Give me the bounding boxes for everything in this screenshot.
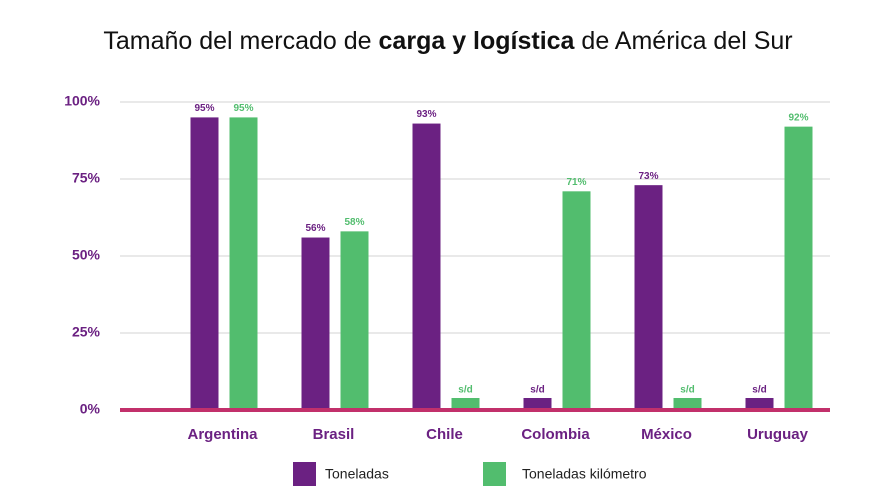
value-label: 93% xyxy=(416,109,436,120)
y-tick-label: 50% xyxy=(72,247,101,263)
x-tick-label: Brasil xyxy=(313,426,355,443)
x-tick-label: Uruguay xyxy=(747,426,809,443)
no-data-bar xyxy=(523,398,552,410)
x-tick-label: Argentina xyxy=(187,426,258,443)
no-data-bar xyxy=(451,398,480,410)
value-label: 56% xyxy=(305,223,325,234)
x-tick-label: México xyxy=(641,426,692,443)
y-tick-label: 100% xyxy=(64,93,100,109)
x-tick-label: Colombia xyxy=(521,426,590,443)
y-tick-label: 25% xyxy=(72,324,101,340)
bar xyxy=(562,191,591,410)
value-label: s/d xyxy=(680,385,694,396)
bar xyxy=(301,237,330,410)
value-label: s/d xyxy=(530,385,544,396)
value-label: 71% xyxy=(566,177,586,188)
bar xyxy=(412,123,441,410)
bar xyxy=(340,231,369,410)
value-label: 95% xyxy=(194,103,214,114)
x-tick-label: Chile xyxy=(426,426,463,443)
y-tick-label: 75% xyxy=(72,170,101,186)
title-part: carga y logística xyxy=(379,27,576,55)
bar xyxy=(229,117,258,411)
no-data-bar xyxy=(745,398,774,410)
bar xyxy=(634,185,663,410)
legend-label: Toneladas xyxy=(325,466,389,482)
value-label: s/d xyxy=(458,385,472,396)
bar xyxy=(784,126,813,410)
title-part: de América del Sur xyxy=(574,27,792,55)
value-label: 73% xyxy=(638,171,658,182)
value-label: 58% xyxy=(344,217,364,228)
value-label: 95% xyxy=(233,103,253,114)
y-tick-label: 0% xyxy=(80,401,101,417)
value-label: 92% xyxy=(788,112,808,123)
legend-swatch xyxy=(293,462,316,486)
title-part: Tamaño del mercado de xyxy=(103,27,378,55)
legend-label: Toneladas kilómetro xyxy=(522,466,647,482)
value-label: s/d xyxy=(752,385,766,396)
bar xyxy=(190,117,219,411)
no-data-bar xyxy=(673,398,702,410)
legend-swatch xyxy=(483,462,506,486)
chart-title: Tamaño del mercado de carga y logística … xyxy=(103,27,792,55)
